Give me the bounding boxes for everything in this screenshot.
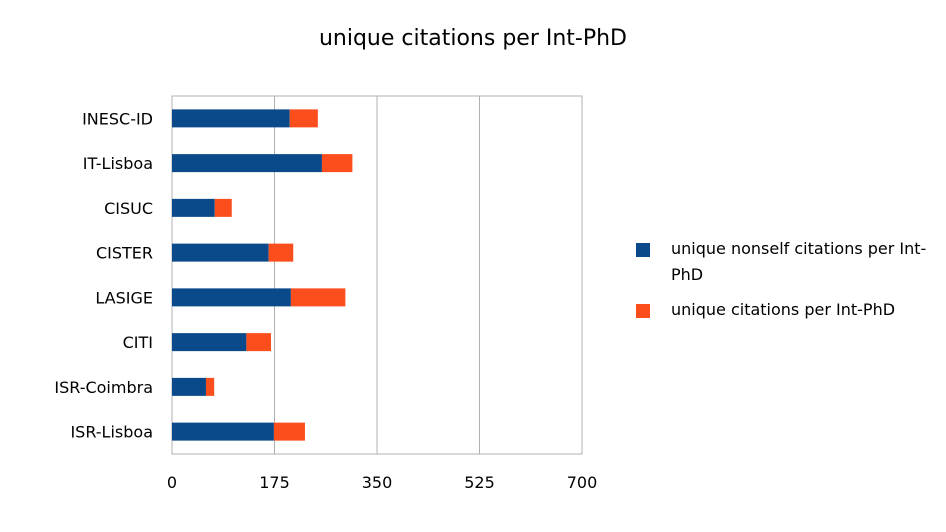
category-label: CISUC <box>104 199 153 218</box>
x-tick-label: 350 <box>362 473 393 492</box>
category-label: LASIGE <box>95 288 153 307</box>
bar-unique-INESC-ID <box>289 109 318 128</box>
gridlines <box>274 96 480 454</box>
bar-nonself-CITI <box>172 333 247 352</box>
category-label: INESC-ID <box>82 109 153 128</box>
category-label: ISR-Lisboa <box>70 423 153 442</box>
bar-unique-CISUC <box>214 198 232 217</box>
bar-unique-ISR-Coimbra <box>205 377 215 396</box>
bar-nonself-LASIGE <box>172 288 291 307</box>
x-tick-label: 700 <box>567 473 598 492</box>
bar-unique-CITI <box>246 333 271 352</box>
x-tick-label: 175 <box>259 473 290 492</box>
bar-nonself-CISUC <box>172 198 215 217</box>
bar-nonself-IT-Lisboa <box>172 154 322 173</box>
legend-label: unique nonself citations per Int-PhD <box>671 239 927 284</box>
category-label: IT-Lisboa <box>83 154 153 173</box>
category-labels: INESC-ID IT-Lisboa CISUC CISTER LASIGE CITI IS… <box>54 109 153 441</box>
bar-nonself-ISR-Coimbra <box>172 377 206 396</box>
bar-unique-ISR-Lisboa <box>273 422 305 441</box>
bar-nonself-ISR-Lisboa <box>172 422 274 441</box>
category-label: ISR-Coimbra <box>54 378 153 397</box>
category-label: CISTER <box>96 244 153 263</box>
legend-label: unique citations per Int-PhD <box>671 300 896 319</box>
x-axis-tick-labels: 0 175 350 525 700 <box>167 473 597 492</box>
bar-nonself-INESC-ID <box>172 109 290 128</box>
bar-nonself-CISTER <box>172 243 269 262</box>
legend-item-nonself: unique nonself citations per Int-PhD <box>636 236 936 288</box>
legend-swatch <box>636 304 650 318</box>
legend-swatch <box>636 243 650 257</box>
legend: unique nonself citations per Int-PhD uni… <box>636 236 936 332</box>
bars <box>172 109 353 441</box>
legend-item-unique: unique citations per Int-PhD <box>636 297 936 323</box>
x-tick-label: 525 <box>464 473 495 492</box>
bar-unique-CISTER <box>268 243 294 262</box>
bar-unique-LASIGE <box>290 288 346 307</box>
plot-area <box>171 95 583 455</box>
x-tick-label: 0 <box>167 473 177 492</box>
category-label: CITI <box>123 333 153 352</box>
bar-unique-IT-Lisboa <box>321 154 353 173</box>
chart-title: unique citations per Int-PhD <box>318 26 628 51</box>
